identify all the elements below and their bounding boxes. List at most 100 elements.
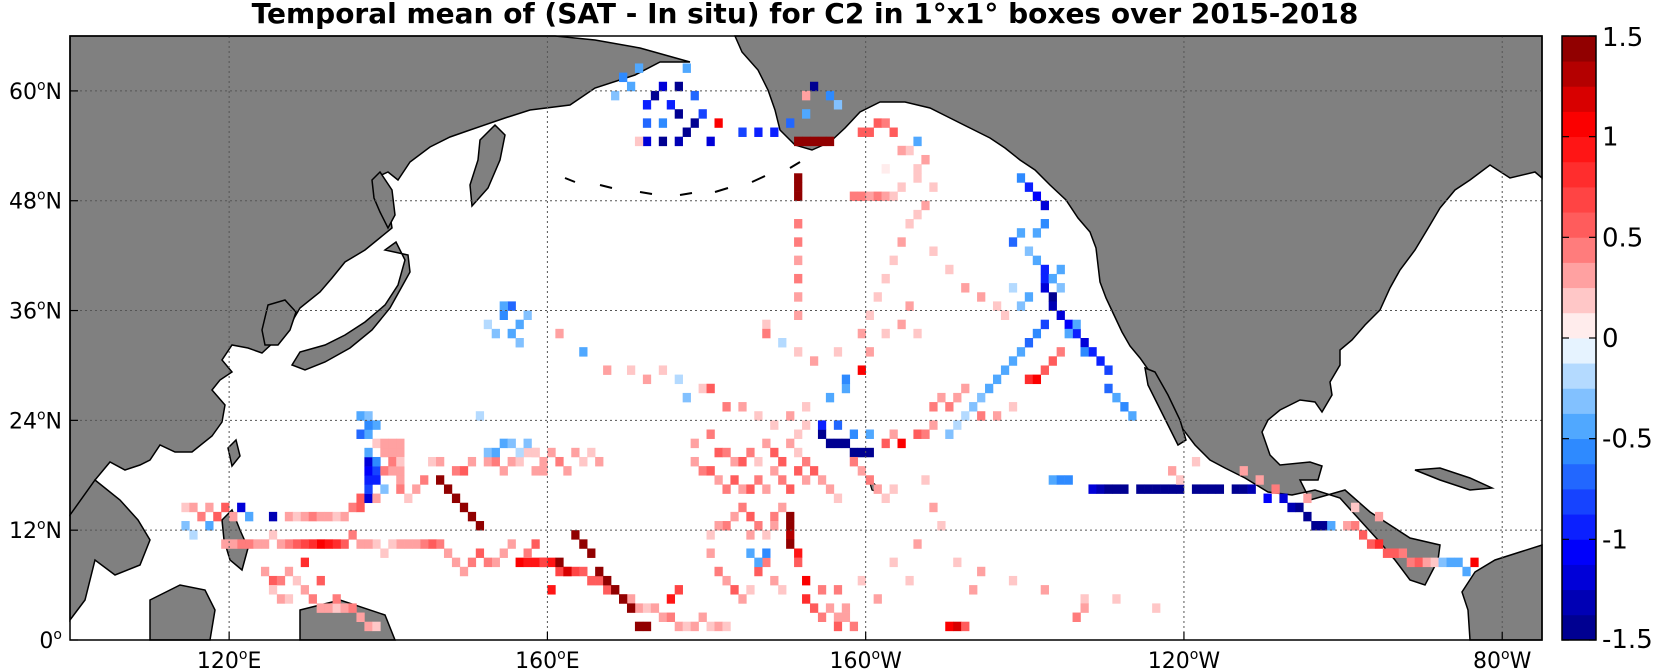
data-cell xyxy=(1040,219,1049,229)
data-cell xyxy=(794,310,803,320)
data-cell xyxy=(404,493,413,504)
data-cell xyxy=(499,466,508,476)
data-cell xyxy=(921,475,930,485)
data-cell xyxy=(897,438,906,449)
data-cell xyxy=(332,594,341,604)
data-cell xyxy=(992,301,1002,311)
data-cell xyxy=(1104,383,1113,394)
data-cell xyxy=(985,383,994,394)
data-cell xyxy=(754,411,763,421)
data-cell xyxy=(356,612,365,622)
data-cell xyxy=(284,539,294,549)
data-cell xyxy=(292,539,302,549)
data-cell xyxy=(1024,246,1034,256)
data-cell xyxy=(786,118,795,128)
data-cell xyxy=(778,475,787,485)
data-cell xyxy=(483,456,493,467)
data-cell xyxy=(762,557,771,568)
data-cell xyxy=(396,447,405,458)
data-cell xyxy=(1040,264,1049,275)
grid-lines xyxy=(70,36,1542,641)
colorbar-swatch xyxy=(1562,187,1596,213)
data-cell xyxy=(738,127,747,137)
data-cell xyxy=(794,255,803,266)
data-cell xyxy=(634,603,644,613)
data-cell xyxy=(372,420,381,430)
data-cell xyxy=(523,310,532,320)
data-cell xyxy=(698,612,707,622)
data-cell xyxy=(722,521,731,531)
data-cell xyxy=(786,521,795,531)
data-cell xyxy=(483,557,493,568)
data-cell xyxy=(786,438,795,449)
data-cell xyxy=(1199,484,1209,494)
data-cell xyxy=(1056,347,1065,357)
data-cell xyxy=(754,127,763,137)
data-cell xyxy=(833,493,843,504)
data-cell xyxy=(961,411,970,421)
data-cell xyxy=(833,585,843,595)
data-cell xyxy=(587,548,596,558)
data-cell xyxy=(563,566,572,577)
data-cell xyxy=(324,511,333,522)
data-cell xyxy=(1422,557,1431,568)
data-cell xyxy=(833,100,843,110)
data-cell xyxy=(698,466,707,476)
data-cell xyxy=(849,447,859,458)
data-cell xyxy=(284,566,294,577)
data-cell xyxy=(873,191,882,202)
data-cell xyxy=(364,411,373,421)
colorbar-swatch xyxy=(1562,438,1596,465)
data-cell xyxy=(762,548,771,558)
data-cell xyxy=(913,539,922,549)
data-cell xyxy=(634,621,644,632)
data-cell xyxy=(515,456,524,467)
data-cell xyxy=(475,548,485,558)
data-cell xyxy=(825,90,835,101)
data-cell xyxy=(332,539,341,549)
data-cell xyxy=(626,603,636,613)
data-cell xyxy=(626,81,636,92)
data-cell xyxy=(515,319,524,330)
data-cell xyxy=(1088,484,1097,494)
colorbar-swatch xyxy=(1562,463,1596,490)
data-cell xyxy=(499,310,508,320)
data-cell xyxy=(817,429,827,439)
data-cell xyxy=(674,109,683,119)
data-cell xyxy=(1398,548,1408,558)
data-cell xyxy=(1470,557,1479,568)
x-tick-label: 160oW xyxy=(830,647,903,670)
data-cell xyxy=(921,154,930,165)
colorbar-swatch xyxy=(1562,86,1596,112)
data-cell xyxy=(1040,319,1049,330)
data-cell xyxy=(587,575,596,586)
data-cell xyxy=(1040,585,1049,595)
data-cell xyxy=(913,164,922,174)
data-cell xyxy=(658,612,668,622)
data-cell xyxy=(245,539,254,549)
data-cell xyxy=(873,292,882,302)
data-cell xyxy=(706,429,715,439)
colorbar-swatch xyxy=(1562,338,1596,364)
data-cell xyxy=(475,411,485,421)
data-cell xyxy=(1008,356,1018,366)
data-cell xyxy=(412,539,421,549)
data-cell xyxy=(889,429,898,439)
data-cell xyxy=(802,456,811,467)
data-cell xyxy=(531,539,540,549)
data-cell xyxy=(451,557,461,568)
data-cell xyxy=(396,484,405,494)
data-cell xyxy=(189,530,198,540)
data-cell xyxy=(603,575,612,586)
data-cell xyxy=(650,603,660,613)
data-cell xyxy=(865,429,874,439)
data-cell xyxy=(356,502,365,513)
data-cell xyxy=(268,585,278,595)
data-cell xyxy=(515,447,524,458)
data-cell xyxy=(778,585,787,595)
data-cell xyxy=(380,484,389,494)
data-cell xyxy=(849,191,859,202)
data-cell xyxy=(881,164,890,174)
data-cell xyxy=(388,447,397,458)
data-cell xyxy=(523,557,532,568)
